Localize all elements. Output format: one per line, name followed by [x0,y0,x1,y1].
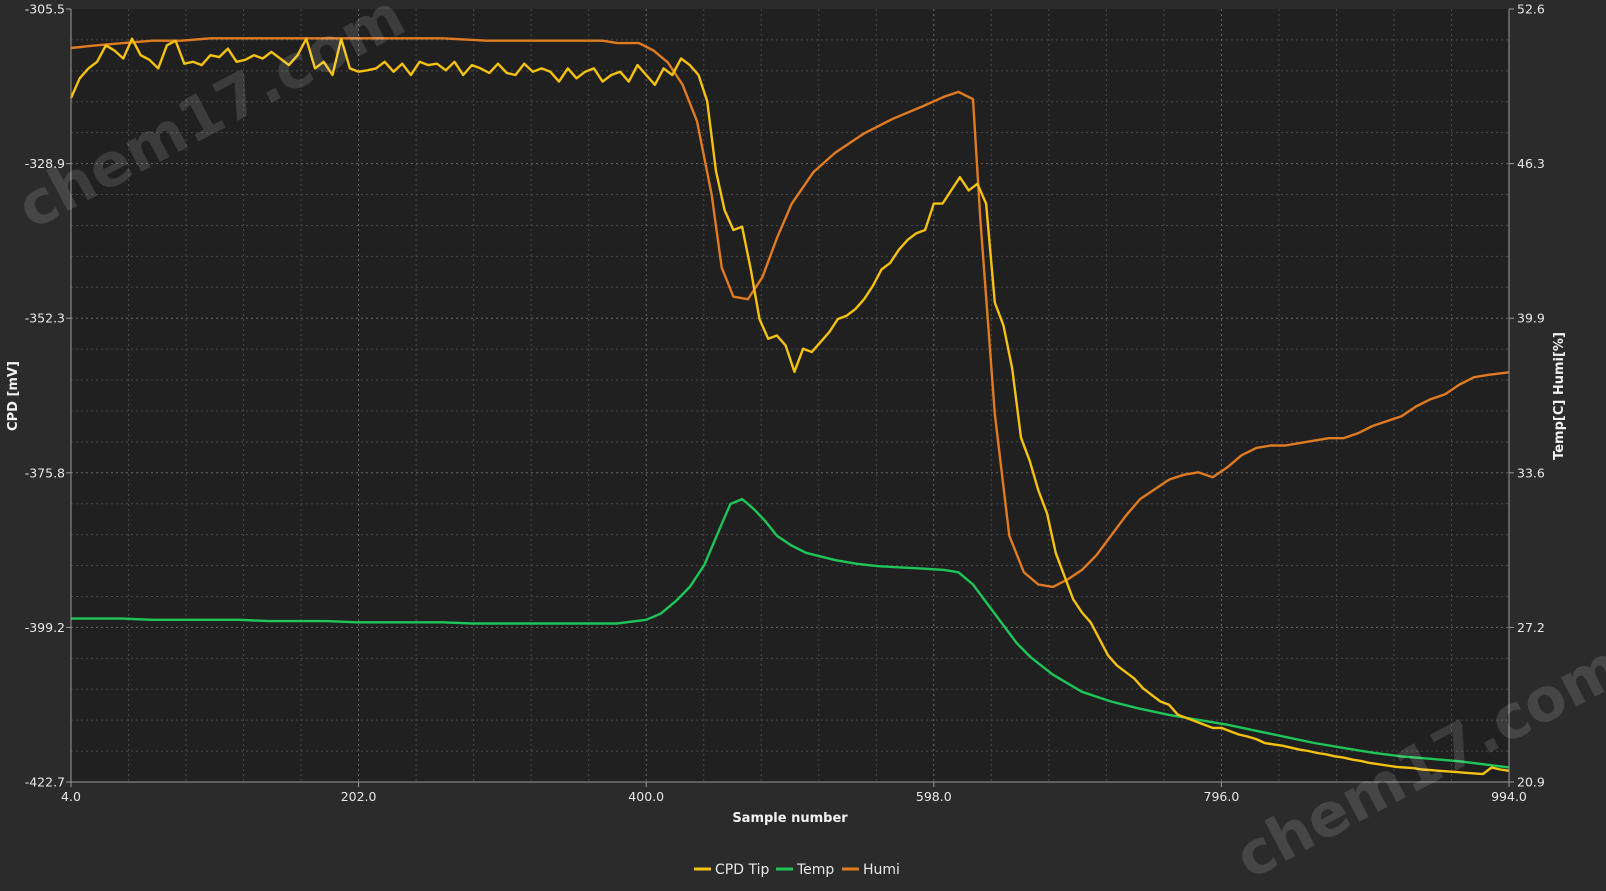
y-left-tick-label: -399.2 [25,620,65,635]
y-left-tick-label: -375.8 [25,465,65,480]
legend-label-cpd: CPD Tip [715,862,769,878]
series-line-humi [70,37,1510,589]
series-line-temp [71,497,1510,769]
y-right-tick-label: 39.9 [1517,311,1545,326]
y-right-tick-label: 52.6 [1517,2,1545,17]
series-lines [69,37,1510,776]
plot-area [71,9,1509,782]
y-left-tick-label: -305.5 [25,2,65,17]
x-tick-label: 796.0 [1204,789,1240,804]
y-axis-right-title: Temp[C] Humi[%] [1552,332,1567,460]
y-axis-left-title: CPD [mV] [6,361,21,431]
y-right-tick-label: 33.6 [1517,465,1545,480]
legend-label-temp: Temp [796,862,834,878]
legend-item-humi[interactable]: Humi [842,862,900,878]
y-right-tick-label: 46.3 [1517,156,1545,171]
y-right-tick-label: 27.2 [1517,620,1545,635]
x-tick-label: 400.0 [628,789,664,804]
series-line-cpd-tip [69,37,1510,776]
y-left-tick-label: -422.7 [25,775,65,790]
legend-label-humi: Humi [863,862,900,878]
x-tick-label: 994.0 [1491,789,1527,804]
legend-item-cpd[interactable]: CPD Tip [694,862,769,878]
legend-item-temp[interactable]: Temp [776,862,834,878]
grid-lines [71,9,1509,782]
y-left-tick-label: -328.9 [25,156,65,171]
x-tick-label: 202.0 [341,789,377,804]
y-right-tick-label: 20.9 [1517,775,1545,790]
axes [70,9,1510,783]
x-tick-label: 598.0 [916,789,952,804]
x-axis-title: Sample number [732,811,848,826]
y-left-tick-label: -352.3 [25,311,65,326]
x-tick-label: 4.0 [61,789,81,804]
tick-labels: 4.0 202.0 400.0 598.0 796.0 994.0 -305.5 -328.9… [25,2,1545,805]
legend: CPD Tip Temp Humi [694,862,900,878]
